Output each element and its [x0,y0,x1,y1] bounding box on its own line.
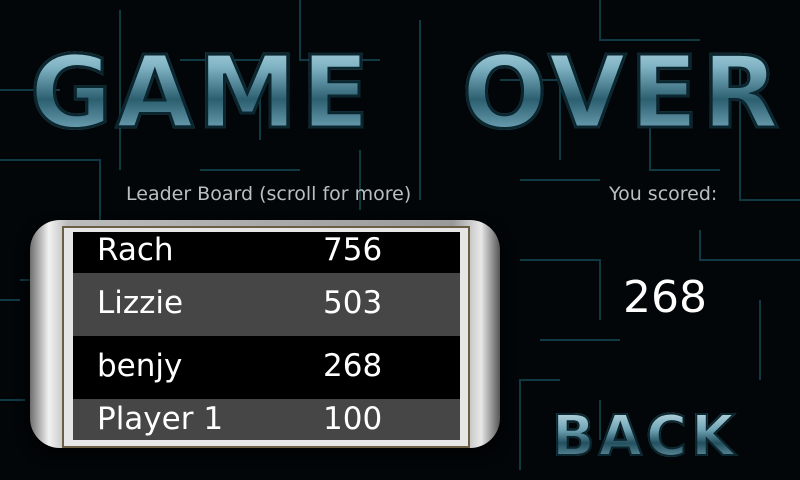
player-score-cell: 100 [323,401,383,437]
game-over-title-game: GAME [28,28,373,158]
leaderboard-row[interactable]: benjy 268 [73,336,460,399]
player-score-cell: 268 [323,348,383,384]
player-name: Player 1 [97,401,224,437]
leaderboard-row[interactable]: Lizzie 503 [73,273,460,336]
game-over-title-over: OVER [460,28,783,158]
you-scored-label: You scored: [609,183,718,205]
player-score-cell: 503 [323,285,383,321]
player-name: Lizzie [97,285,184,321]
leaderboard-list[interactable]: Rach 756 Lizzie 503 benjy 268 Player 1 1… [73,232,460,440]
back-button[interactable]: BACK [551,403,739,470]
player-name: Rach [97,232,174,268]
player-name: benjy [97,348,183,384]
player-score: 268 [623,272,707,323]
player-score-cell: 756 [323,232,383,268]
leaderboard-row[interactable]: Player 1 100 [73,399,460,440]
leaderboard-label: Leader Board (scroll for more) [126,183,412,205]
leaderboard-row[interactable]: Rach 756 [73,232,460,273]
